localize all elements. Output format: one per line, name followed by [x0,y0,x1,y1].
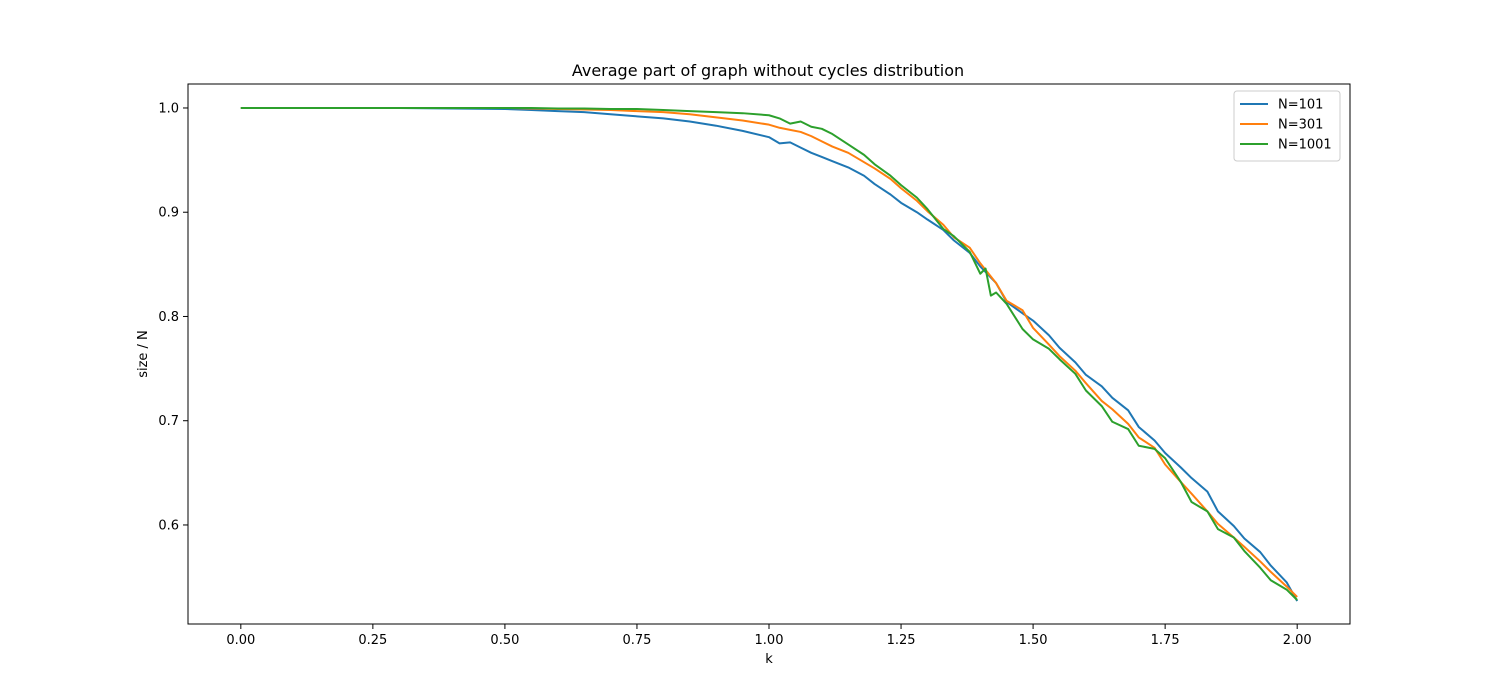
x-tick-label: 0.50 [490,633,519,648]
y-tick-label: 0.9 [158,206,179,221]
series-layer [241,108,1297,601]
y-axis: 0.6 0.7 0.8 0.9 1.0 [158,101,188,533]
x-tick-label: 0.25 [358,633,387,648]
x-tick-label: 2.00 [1283,633,1312,648]
legend-entry: N=301 [1278,118,1323,133]
y-tick-label: 0.6 [158,518,179,533]
x-axis: 0.00 0.25 0.50 0.75 1.00 1.25 1.50 1.75 2.00 [226,624,1311,648]
y-tick-label: 0.7 [158,414,179,429]
x-tick-label: 1.00 [755,633,784,648]
x-tick-label: 1.75 [1151,633,1180,648]
x-tick-label: 0.75 [622,633,651,648]
series-line-1 [241,108,1297,601]
legend: N=101 N=301 N=1001 [1234,91,1340,161]
chart-title: Average part of graph without cycles dis… [572,61,964,80]
series-line-3 [241,108,1297,600]
y-tick-label: 1.0 [158,101,179,116]
series-line-2 [241,108,1297,597]
x-axis-label: k [765,652,773,667]
plot-frame [188,84,1350,624]
x-tick-label: 0.00 [226,633,255,648]
y-tick-label: 0.8 [158,310,179,325]
legend-entry: N=1001 [1278,138,1332,153]
x-tick-label: 1.50 [1019,633,1048,648]
legend-entry: N=101 [1278,98,1323,113]
x-tick-label: 1.25 [887,633,916,648]
y-axis-label: size / N [136,330,151,378]
